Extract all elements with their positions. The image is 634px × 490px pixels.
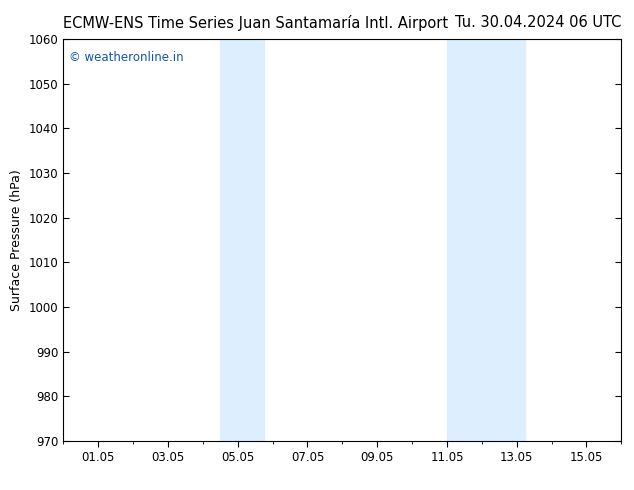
Text: ECMW-ENS Time Series Juan Santamaría Intl. Airport: ECMW-ENS Time Series Juan Santamaría Int… xyxy=(63,15,448,31)
Bar xyxy=(221,39,264,441)
Bar xyxy=(447,39,526,441)
Text: © weatheronline.in: © weatheronline.in xyxy=(69,51,184,64)
Text: Tu. 30.04.2024 06 UTC: Tu. 30.04.2024 06 UTC xyxy=(455,15,621,30)
Y-axis label: Surface Pressure (hPa): Surface Pressure (hPa) xyxy=(10,169,23,311)
